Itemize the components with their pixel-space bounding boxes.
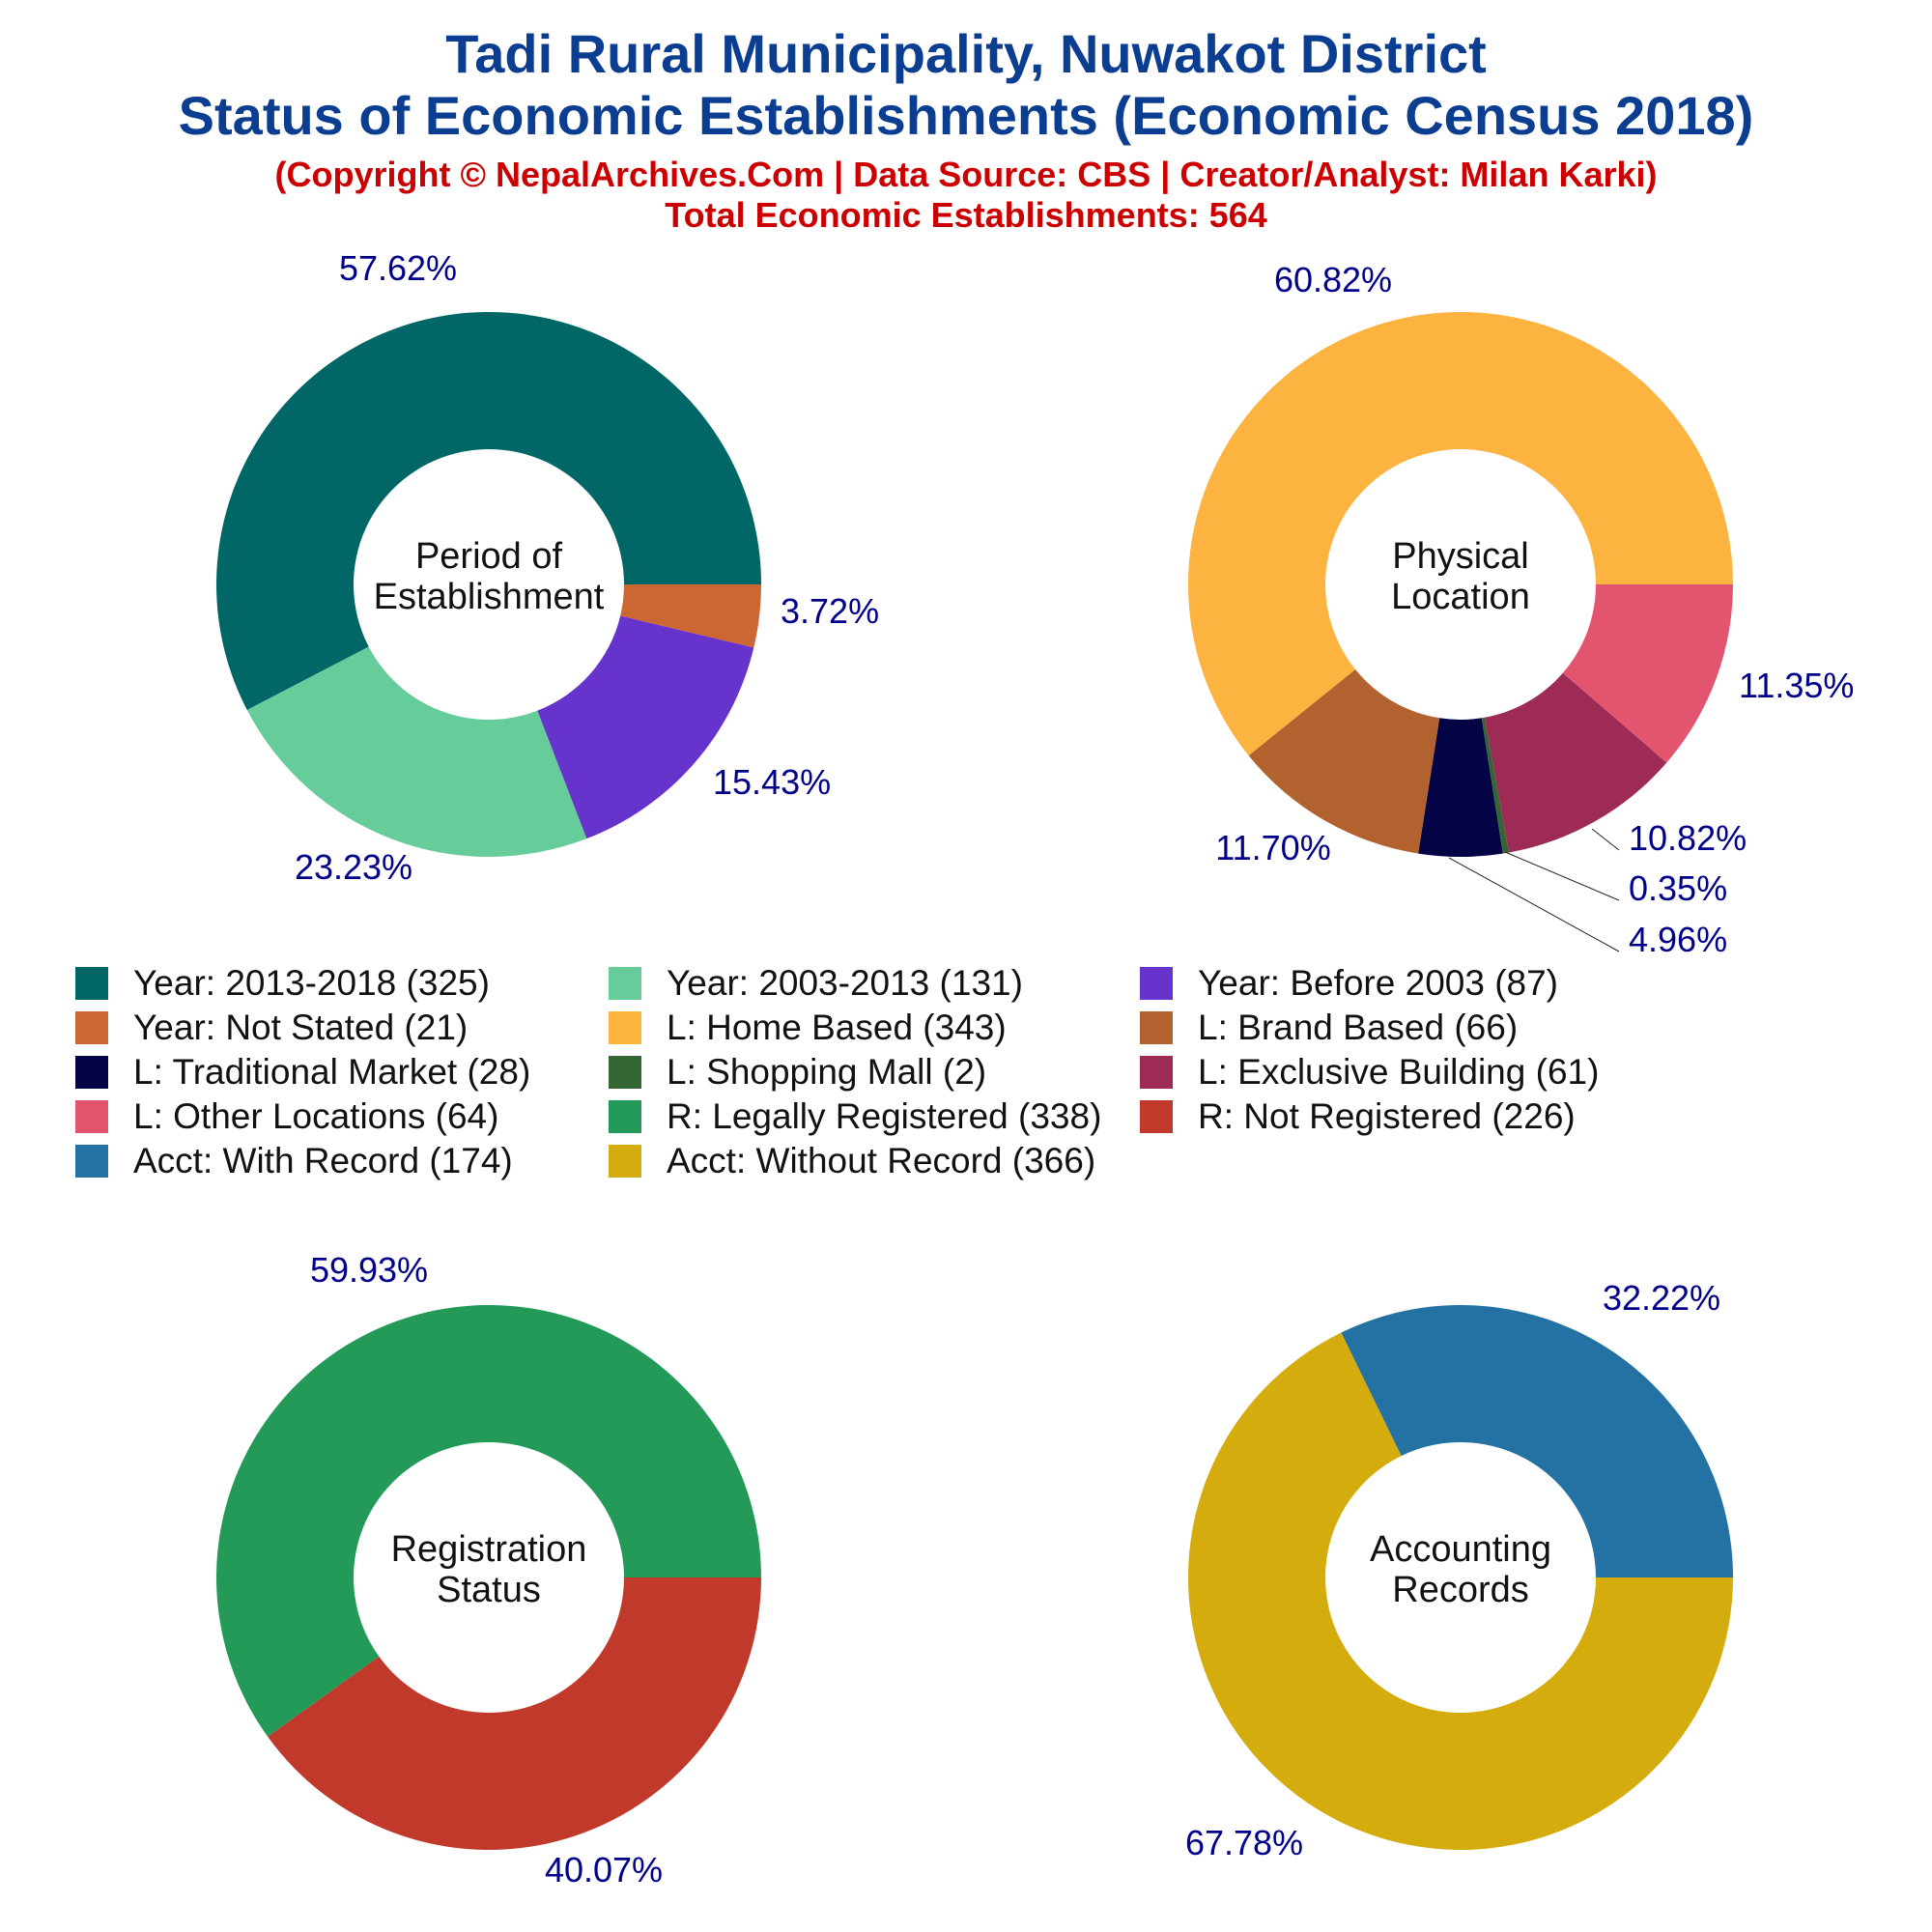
legend-item: Acct: Without Record (366)	[609, 1140, 1095, 1182]
legend-label: L: Shopping Mall (2)	[667, 1052, 987, 1092]
center-label-0-0: Period of	[415, 536, 563, 577]
legend-swatch	[75, 1100, 108, 1133]
center-label-3-0: Accounting	[1370, 1529, 1551, 1570]
legend-swatch	[609, 1011, 641, 1044]
legend-label: Year: Not Stated (21)	[133, 1008, 469, 1047]
legend-item: L: Exclusive Building (61)	[1140, 1051, 1599, 1094]
legend-item: L: Shopping Mall (2)	[609, 1051, 986, 1094]
legend-item: R: Not Registered (226)	[1140, 1095, 1576, 1138]
slice-3-1	[1187, 1332, 1733, 1850]
slice-0-2	[537, 615, 754, 839]
legend-item: L: Traditional Market (28)	[75, 1051, 530, 1094]
leader-line-1-2	[1448, 857, 1620, 952]
legend-swatch	[609, 1145, 641, 1178]
legend-swatch	[609, 1056, 641, 1089]
legend-item: R: Legally Registered (338)	[609, 1095, 1101, 1138]
legend-item: Year: Before 2003 (87)	[1140, 962, 1558, 1005]
legend-item: Acct: With Record (174)	[75, 1140, 513, 1182]
percent-label-1-1: 11.70%	[1215, 828, 1330, 867]
chart-title-line-1: Tadi Rural Municipality, Nuwakot Distric…	[445, 23, 1487, 84]
copyright-credit: (Copyright © NepalArchives.Com | Data So…	[274, 155, 1658, 194]
legend-label: L: Brand Based (66)	[1198, 1008, 1519, 1047]
center-label-0-1: Establishment	[374, 577, 605, 617]
slice-0-0	[215, 311, 761, 710]
center-label-2-1: Status	[437, 1570, 541, 1610]
legend-label: R: Not Registered (226)	[1198, 1096, 1576, 1136]
legend-label: L: Home Based (343)	[667, 1008, 1007, 1047]
legend-label: R: Legally Registered (338)	[667, 1096, 1102, 1136]
center-label-1-0: Physical	[1392, 536, 1529, 577]
slice-2-1	[268, 1577, 761, 1850]
chart-title-line-2: Status of Economic Establishments (Econo…	[178, 85, 1754, 146]
leader-line-1-3	[1504, 851, 1620, 901]
percent-label-3-1: 67.78%	[1185, 1823, 1303, 1862]
slice-1-5	[1562, 584, 1733, 763]
center-label-2-0: Registration	[391, 1529, 587, 1570]
legend-label: Year: 2003-2013 (131)	[667, 963, 1023, 1003]
slice-0-1	[246, 646, 587, 857]
slice-1-3	[1481, 717, 1509, 854]
slice-1-2	[1418, 718, 1503, 857]
slice-0-3	[620, 584, 761, 648]
legend-label: Year: 2013-2018 (325)	[133, 963, 490, 1003]
center-label-1-1: Location	[1391, 577, 1530, 617]
slice-2-0	[215, 1304, 761, 1737]
legend-swatch	[1140, 1100, 1173, 1133]
percent-label-2-0: 59.93%	[310, 1250, 428, 1290]
legend-label: L: Traditional Market (28)	[133, 1052, 531, 1092]
legend-swatch	[75, 967, 108, 1000]
percent-label-1-3: 0.35%	[1629, 868, 1727, 908]
legend-label: L: Exclusive Building (61)	[1198, 1052, 1600, 1092]
percent-label-1-2: 4.96%	[1629, 920, 1727, 959]
legend-label: Year: Before 2003 (87)	[1198, 963, 1558, 1003]
percent-label-0-1: 23.23%	[295, 847, 412, 887]
center-label-3-1: Records	[1392, 1570, 1529, 1610]
total-establishments: Total Economic Establishments: 564	[665, 195, 1267, 235]
percent-label-0-3: 3.72%	[781, 591, 879, 631]
percent-label-1-0: 60.82%	[1274, 260, 1392, 299]
slice-3-0	[1341, 1305, 1733, 1577]
legend-swatch	[1140, 1056, 1173, 1089]
percent-label-1-4: 10.82%	[1629, 818, 1747, 858]
legend-swatch	[75, 1056, 108, 1089]
legend-swatch	[75, 1145, 108, 1178]
slice-1-1	[1248, 668, 1440, 854]
percent-label-3-0: 32.22%	[1603, 1278, 1720, 1318]
legend-swatch	[1140, 1011, 1173, 1044]
percent-label-1-5: 11.35%	[1739, 666, 1854, 705]
legend-label: Acct: Without Record (366)	[667, 1141, 1096, 1180]
legend-item: Year: Not Stated (21)	[75, 1007, 468, 1049]
slice-1-4	[1484, 672, 1667, 853]
legend-swatch	[609, 1100, 641, 1133]
legend-item: L: Home Based (343)	[609, 1007, 1007, 1049]
slice-1-0	[1187, 312, 1733, 756]
legend-item: L: Other Locations (64)	[75, 1095, 498, 1138]
legend-item: Year: 2003-2013 (131)	[609, 962, 1023, 1005]
percent-label-2-1: 40.07%	[545, 1850, 663, 1889]
leader-line-1-4	[1591, 828, 1620, 851]
percent-label-0-2: 15.43%	[713, 762, 831, 802]
legend-swatch	[609, 967, 641, 1000]
legend-label: L: Other Locations (64)	[133, 1096, 499, 1136]
percent-label-0-0: 57.62%	[339, 248, 457, 288]
legend-item: Year: 2013-2018 (325)	[75, 962, 490, 1005]
legend-label: Acct: With Record (174)	[133, 1141, 513, 1180]
legend-item: L: Brand Based (66)	[1140, 1007, 1518, 1049]
legend-swatch	[1140, 967, 1173, 1000]
legend-swatch	[75, 1011, 108, 1044]
